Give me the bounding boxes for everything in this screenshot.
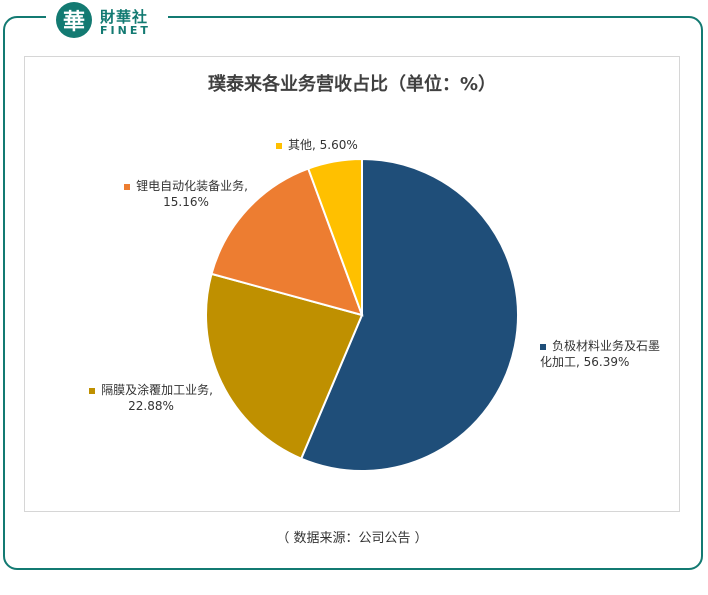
legend-marker: [124, 183, 131, 190]
data-source-note: （ 数据来源：公司公告 ）: [276, 531, 428, 546]
card-frame: [3, 16, 703, 570]
chart-area: [24, 56, 680, 512]
finet-logo-icon: 華: [56, 2, 92, 38]
slice-label-separator: 隔膜及涂覆加工业务, 22.88%: [76, 382, 226, 414]
brand-name-en: FINET: [100, 24, 151, 37]
pie-slice-separator: [205, 272, 364, 460]
slice-label-equipment: 锂电自动化装备业务, 15.16%: [112, 178, 260, 210]
legend-marker: [276, 142, 282, 149]
slice-label-anode: 负极材料业务及石墨化加工, 56.39%: [540, 339, 661, 369]
legend-marker: [540, 343, 546, 350]
brand-name-cn: 財華社: [100, 8, 149, 26]
chart-title: 璞泰来各业务营收占比（单位：%）: [207, 74, 497, 95]
legend-marker: [89, 387, 96, 394]
pie-slice-anode: [299, 157, 519, 472]
slice-label-other: 其他, 5.60%: [276, 137, 416, 153]
pie-slice-equipment: [210, 167, 364, 317]
pie-slice-other: [306, 157, 363, 316]
